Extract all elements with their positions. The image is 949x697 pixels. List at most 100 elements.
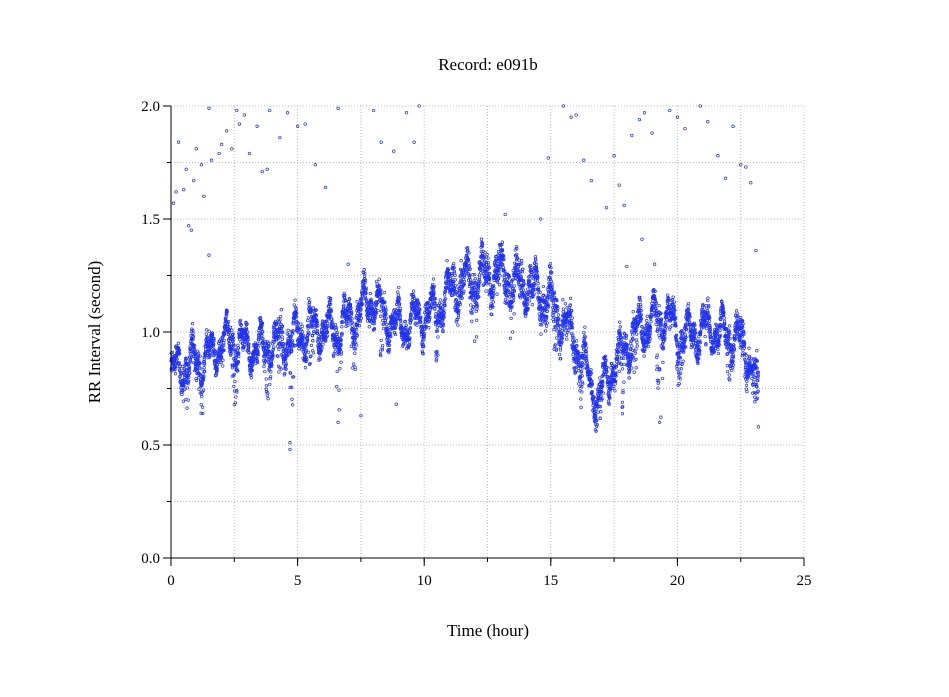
data-point [192, 343, 197, 347]
data-point [306, 318, 310, 323]
data-point [358, 319, 363, 323]
data-point [256, 352, 260, 357]
data-point [277, 347, 281, 352]
data-point [246, 337, 250, 342]
data-point [306, 316, 311, 320]
data-point [495, 292, 499, 296]
data-point [372, 326, 377, 331]
data-point [223, 317, 228, 321]
data-point [631, 310, 635, 314]
data-point [199, 411, 203, 415]
data-point [340, 325, 344, 329]
chart-title: Record: e091b [438, 55, 538, 74]
data-point [244, 326, 248, 330]
data-point [270, 364, 274, 368]
data-point [333, 349, 337, 354]
data-point [188, 360, 193, 364]
data-point [198, 354, 202, 358]
data-point [273, 332, 278, 336]
data-point [362, 274, 367, 279]
data-point [377, 277, 381, 281]
data-point [278, 314, 283, 319]
data-point [184, 357, 189, 361]
data-point [472, 339, 477, 343]
data-point [294, 307, 298, 311]
data-point [364, 288, 368, 292]
data-point [192, 349, 196, 353]
data-point [310, 323, 314, 328]
data-point [577, 382, 581, 386]
data-point [397, 303, 401, 307]
data-point [276, 335, 280, 339]
data-point [208, 342, 212, 346]
data-point [227, 342, 231, 346]
data-point [199, 402, 203, 407]
data-point [305, 358, 309, 362]
data-point [173, 372, 178, 376]
data-point [541, 284, 545, 289]
data-point [189, 355, 194, 359]
data-point [272, 345, 276, 349]
data-point [397, 302, 402, 306]
data-point [306, 350, 311, 354]
data-point [561, 298, 565, 302]
data-point [339, 350, 344, 354]
data-point [257, 335, 261, 340]
data-point [308, 355, 313, 359]
data-point [212, 351, 216, 355]
data-point [207, 329, 211, 333]
data-point [289, 334, 293, 339]
data-point [208, 352, 212, 357]
data-point [583, 325, 587, 329]
data-point [649, 320, 653, 324]
data-point [564, 333, 569, 337]
data-point [557, 352, 562, 357]
data-point [491, 300, 495, 304]
data-point [215, 368, 219, 373]
data-point [248, 356, 252, 361]
data-point [329, 309, 333, 313]
data-point [249, 376, 253, 380]
data-point [235, 390, 239, 394]
data-point [325, 330, 330, 334]
data-point [512, 312, 516, 316]
data-point [185, 406, 189, 410]
data-point [326, 324, 330, 328]
data-point [194, 378, 199, 383]
data-point [351, 362, 356, 366]
data-point [210, 331, 215, 335]
data-point [233, 379, 237, 384]
data-point [661, 360, 665, 365]
data-point [202, 362, 207, 366]
data-point [438, 298, 442, 302]
data-point [479, 237, 484, 241]
data-point [328, 296, 333, 301]
data-point [408, 326, 413, 330]
data-point [211, 342, 216, 346]
data-point [634, 366, 638, 370]
data-point [315, 331, 320, 336]
data-point [284, 362, 289, 366]
data-point [338, 367, 342, 371]
data-point [635, 344, 639, 348]
data-point [197, 387, 201, 391]
data-point [369, 320, 373, 324]
data-point [716, 347, 720, 352]
data-point [280, 324, 285, 328]
data-point [265, 357, 269, 361]
data-point [379, 292, 383, 296]
data-point [374, 303, 378, 307]
data-point [297, 347, 301, 351]
data-point [270, 352, 275, 356]
data-point [295, 311, 299, 315]
data-point [265, 393, 269, 398]
data-point [188, 371, 192, 375]
data-point [264, 377, 268, 381]
data-point [412, 296, 416, 301]
data-point [202, 366, 206, 370]
data-point [670, 324, 674, 328]
data-point [258, 315, 263, 320]
data-point [372, 322, 376, 326]
data-point [304, 359, 308, 364]
data-point [224, 315, 228, 319]
